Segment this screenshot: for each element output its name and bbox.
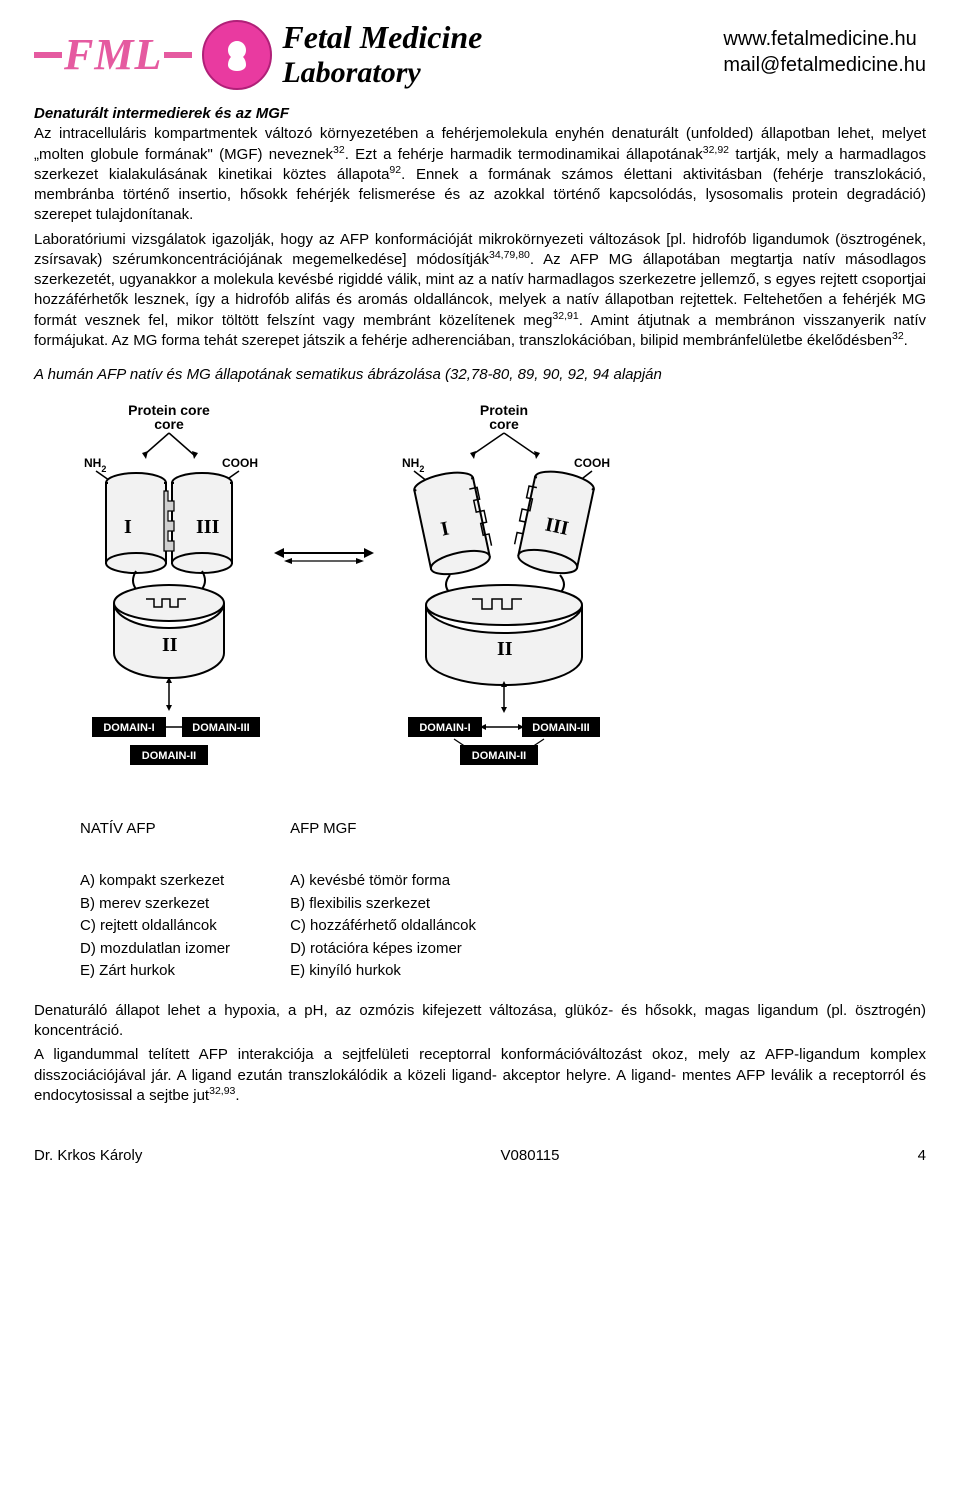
mgf-item-e: E) kinyíló hurkok — [290, 960, 476, 983]
label-III-left: III — [196, 516, 220, 538]
label-cooh-left: COOH — [222, 456, 258, 470]
fetus-icon — [202, 20, 272, 90]
domain1-left: DOMAIN-I — [103, 722, 154, 734]
native-title: NATÍV AFP — [80, 818, 230, 841]
domain3-right: DOMAIN-III — [532, 722, 589, 734]
protein-diagram: Protein core core NH2 COOH I III — [34, 393, 926, 799]
p1b: . Ezt a fehérje harmadik termodinamikai … — [345, 146, 703, 163]
mgf-item-a: A) kevésbé tömör forma — [290, 870, 476, 893]
closing-sup: 32,93 — [209, 1085, 235, 1097]
footer-author: Dr. Krkos Károly — [34, 1146, 142, 1166]
footer-version: V080115 — [501, 1146, 560, 1166]
label-II-right: II — [497, 638, 513, 660]
native-item-a: A) kompakt szerkezet — [80, 870, 230, 893]
domain2-right: DOMAIN-II — [472, 750, 526, 762]
mgf-item-b: B) flexibilis szerkezet — [290, 893, 476, 916]
sup5: 32,91 — [552, 310, 578, 322]
logo-block: FML Fetal Medicine Laboratory — [34, 20, 482, 90]
p2d: . — [904, 332, 908, 349]
section-title: Denaturált intermedierek és az MGF — [34, 105, 289, 122]
mgf-title: AFP MGF — [290, 818, 476, 841]
sup1: 32 — [333, 144, 345, 156]
figure-caption: A humán AFP natív és MG állapotának sema… — [34, 365, 926, 385]
brand-line2: Laboratory — [282, 56, 420, 89]
native-item-b: B) merev szerkezet — [80, 893, 230, 916]
logo-letters: FML — [64, 30, 162, 79]
sup3: 92 — [389, 164, 401, 176]
paragraph-1: Denaturált intermedierek és az MGF Az in… — [34, 104, 926, 226]
label-II-left: II — [162, 634, 178, 656]
closing-paragraph-2: A ligandummal telített AFP interakciója … — [34, 1045, 926, 1106]
mgf-item-c: C) hozzáférhető oldalláncok — [290, 915, 476, 938]
contact-block: www.fetalmedicine.hu mail@fetalmedicine.… — [723, 26, 926, 78]
closing-p2a: A ligandummal telített AFP interakciója … — [34, 1046, 926, 1104]
page-header: FML Fetal Medicine Laboratory www.fetalm… — [34, 20, 926, 90]
native-item-c: C) rejtett oldalláncok — [80, 915, 230, 938]
svg-text:NH2: NH2 — [402, 456, 424, 474]
native-item-e: E) Zárt hurkok — [80, 960, 230, 983]
sup6: 32 — [892, 330, 904, 342]
domain1-right: DOMAIN-I — [419, 722, 470, 734]
closing-p2b: . — [235, 1087, 239, 1104]
mgf-column: AFP MGF A) kevésbé tömör forma B) flexib… — [290, 818, 476, 983]
svg-text:core: core — [489, 416, 519, 432]
page-footer: Dr. Krkos Károly V080115 4 — [34, 1146, 926, 1166]
native-item-d: D) mozdulatlan izomer — [80, 938, 230, 961]
label-nh2-left: NH2 — [84, 456, 106, 474]
closing-paragraph-1: Denaturáló állapot lehet a hypoxia, a pH… — [34, 1001, 926, 1042]
email-text: mail@fetalmedicine.hu — [723, 52, 926, 78]
properties-columns: NATÍV AFP A) kompakt szerkezet B) merev … — [80, 818, 926, 983]
domain3-left: DOMAIN-III — [192, 722, 249, 734]
label-cooh-right: COOH — [574, 456, 610, 470]
label-I-left: I — [124, 516, 132, 538]
website-text: www.fetalmedicine.hu — [723, 26, 926, 52]
mgf-item-d: D) rotációra képes izomer — [290, 938, 476, 961]
brand-text: Fetal Medicine Laboratory — [282, 21, 482, 88]
sup2: 32,92 — [703, 144, 729, 156]
footer-page: 4 — [918, 1146, 926, 1166]
svg-text:core: core — [154, 416, 184, 432]
diagram-svg: Protein core core NH2 COOH I III — [34, 393, 654, 793]
domain2-left: DOMAIN-II — [142, 750, 196, 762]
paragraph-2: Laboratóriumi vizsgálatok igazolják, hog… — [34, 230, 926, 352]
logo-text: FML — [34, 33, 192, 77]
sup4: 34,79,80 — [489, 249, 530, 261]
brand-line1: Fetal Medicine — [282, 19, 482, 55]
native-column: NATÍV AFP A) kompakt szerkezet B) merev … — [80, 818, 230, 983]
